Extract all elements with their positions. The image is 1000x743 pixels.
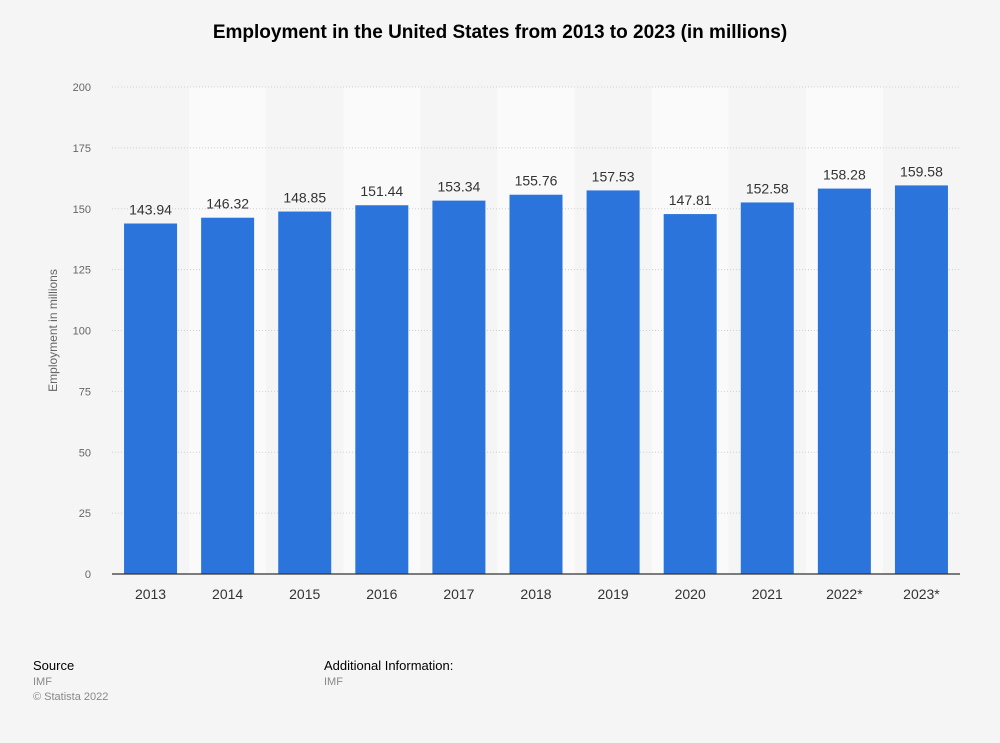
- x-tick-label: 2015: [289, 586, 320, 602]
- bar: [817, 188, 871, 574]
- value-label: 158.28: [823, 167, 866, 183]
- x-tick-label: 2022*: [826, 586, 863, 602]
- bar: [894, 185, 948, 574]
- additional-info-heading: Additional Information:: [324, 658, 454, 673]
- y-tick-label: 75: [79, 386, 91, 398]
- bar: [124, 223, 178, 574]
- y-tick-label: 25: [79, 508, 91, 520]
- bar: [432, 200, 486, 574]
- bar: [509, 194, 563, 574]
- y-tick-label: 100: [73, 326, 91, 338]
- value-label: 147.81: [669, 192, 712, 208]
- x-tick-label: 2016: [366, 586, 397, 602]
- value-label: 151.44: [360, 183, 403, 199]
- value-label: 155.76: [515, 173, 558, 189]
- value-label: 146.32: [206, 196, 249, 212]
- bar: [663, 214, 717, 575]
- additional-info-value: IMF: [324, 676, 343, 688]
- bar: [355, 205, 409, 575]
- source-heading: Source: [33, 658, 75, 673]
- value-label: 148.85: [283, 190, 326, 206]
- x-tick-label: 2018: [520, 586, 551, 602]
- value-label: 143.94: [129, 202, 172, 218]
- x-tick-label: 2013: [135, 586, 166, 602]
- source-value: IMF: [33, 676, 52, 688]
- bar: [586, 190, 640, 575]
- x-tick-label: 2023*: [903, 586, 940, 602]
- bar: [278, 211, 332, 575]
- x-tick-label: 2019: [598, 586, 629, 602]
- x-tick-label: 2017: [443, 586, 474, 602]
- y-tick-label: 150: [73, 204, 91, 216]
- value-label: 157.53: [592, 168, 635, 184]
- value-label: 152.58: [746, 180, 789, 196]
- y-tick-label: 125: [73, 265, 91, 277]
- x-tick-label: 2020: [675, 586, 706, 602]
- value-label: 159.58: [900, 163, 943, 179]
- bar: [201, 217, 255, 574]
- y-tick-label: 50: [79, 447, 91, 459]
- copyright-text: © Statista 2022: [33, 691, 109, 703]
- y-tick-label: 200: [73, 82, 91, 94]
- y-tick-label: 0: [85, 569, 91, 581]
- value-label: 153.34: [437, 179, 480, 195]
- x-tick-label: 2014: [212, 586, 243, 602]
- chart-title: Employment in the United States from 201…: [212, 22, 788, 43]
- x-tick-label: 2021: [752, 586, 783, 602]
- y-tick-label: 175: [73, 143, 91, 155]
- bar: [740, 202, 794, 574]
- y-axis-label: Employment in millions: [46, 269, 60, 392]
